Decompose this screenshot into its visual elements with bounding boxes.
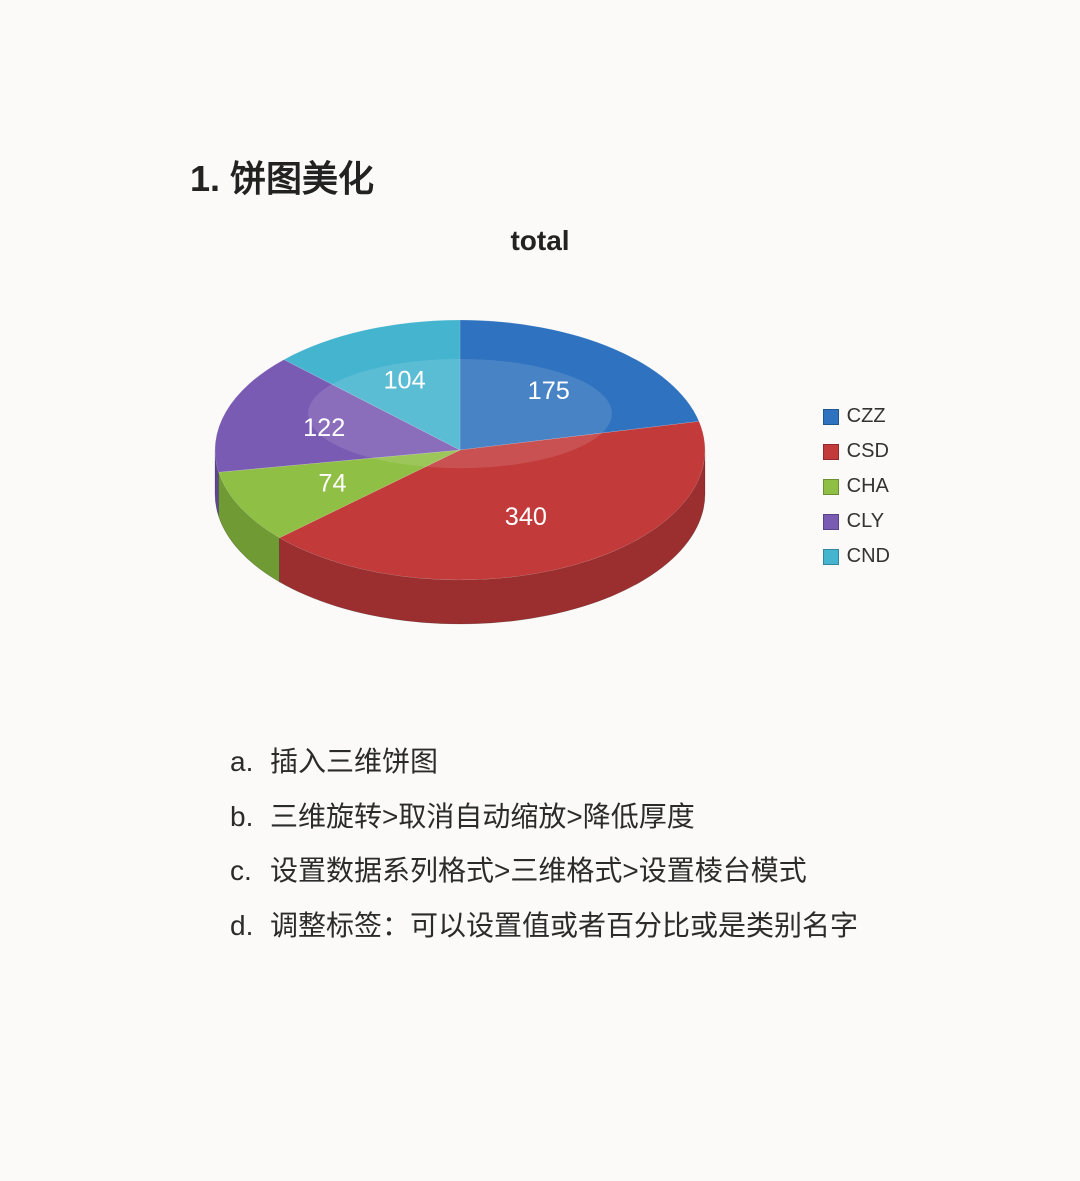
legend-item: CND (823, 545, 890, 568)
step-marker: b. (230, 790, 270, 845)
step-item: d.调整标签：可以设置值或者百分比或是类别名字 (230, 899, 930, 954)
legend-item: CHA (823, 475, 890, 498)
pie-slice-value: 175 (528, 377, 570, 405)
step-text: 设置数据系列格式>三维格式>设置棱台模式 (270, 844, 930, 899)
legend-label: CLY (847, 510, 884, 533)
legend-item: CZZ (823, 405, 890, 428)
step-marker: c. (230, 844, 270, 899)
step-text: 调整标签：可以设置值或者百分比或是类别名字 (270, 899, 930, 954)
step-marker: d. (230, 899, 270, 954)
pie-chart-svg: 175 340 74 122 104 (170, 280, 750, 660)
step-text: 插入三维饼图 (270, 735, 930, 790)
section-heading: 1. 饼图美化 (190, 150, 374, 202)
legend-swatch (823, 549, 839, 565)
pie-slice-value: 74 (318, 469, 346, 497)
pie-slice-value: 340 (505, 503, 547, 531)
step-text: 三维旋转>取消自动缩放>降低厚度 (270, 790, 930, 845)
legend-label: CSD (847, 440, 889, 463)
legend-label: CZZ (847, 405, 886, 428)
legend-swatch (823, 479, 839, 495)
step-item: a.插入三维饼图 (230, 735, 930, 790)
chart-legend: CZZ CSD CHA CLY CND (823, 405, 890, 580)
heading-text: 饼图美化 (230, 158, 374, 199)
pie-slice-value: 104 (383, 367, 425, 395)
chart-title: total (0, 225, 1080, 257)
step-item: c.设置数据系列格式>三维格式>设置棱台模式 (230, 844, 930, 899)
legend-swatch (823, 514, 839, 530)
step-item: b.三维旋转>取消自动缩放>降低厚度 (230, 790, 930, 845)
steps-list: a.插入三维饼图b.三维旋转>取消自动缩放>降低厚度c.设置数据系列格式>三维格… (230, 735, 930, 953)
legend-swatch (823, 444, 839, 460)
pie-chart: 175 340 74 122 104 CZZ CSD CHA CLY CND (170, 280, 910, 660)
heading-number: 1. (190, 158, 220, 199)
legend-label: CHA (847, 475, 889, 498)
legend-swatch (823, 409, 839, 425)
legend-item: CSD (823, 440, 890, 463)
pie-slice-value: 122 (303, 414, 345, 442)
page: 1. 饼图美化 total 175 340 74 122 104 CZZ CSD CHA CL… (0, 0, 1080, 1181)
step-marker: a. (230, 735, 270, 790)
legend-item: CLY (823, 510, 890, 533)
legend-label: CND (847, 545, 890, 568)
